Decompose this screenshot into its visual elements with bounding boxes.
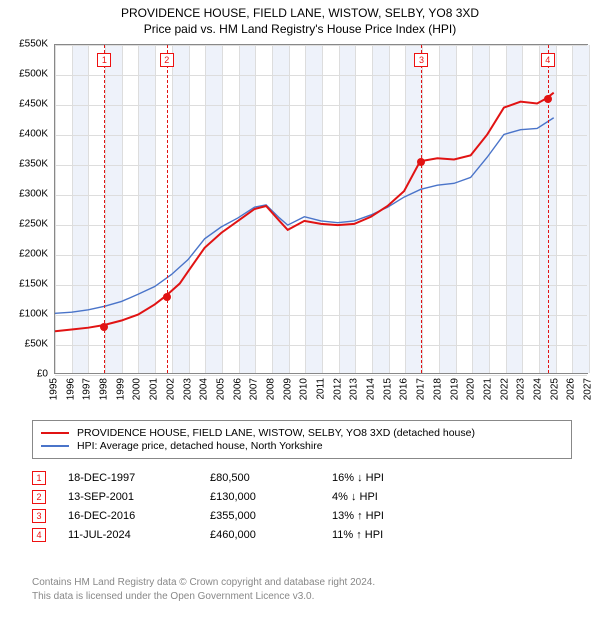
legend-row: HPI: Average price, detached house, Nort… bbox=[41, 440, 563, 452]
x-tick-label: 2003 bbox=[182, 378, 193, 400]
x-tick-label: 2023 bbox=[516, 378, 527, 400]
sales-row: 2 13-SEP-2001 £130,000 4% ↓ HPI bbox=[32, 490, 572, 504]
x-tick-label: 2022 bbox=[499, 378, 510, 400]
sale-dot bbox=[544, 95, 552, 103]
x-tick-label: 2000 bbox=[132, 378, 143, 400]
title-line-1: PROVIDENCE HOUSE, FIELD LANE, WISTOW, SE… bbox=[0, 6, 600, 20]
x-tick-label: 2019 bbox=[449, 378, 460, 400]
sales-row-num: 1 bbox=[32, 471, 46, 485]
legend-label: HPI: Average price, detached house, Nort… bbox=[77, 440, 323, 452]
x-tick-label: 1998 bbox=[99, 378, 110, 400]
sales-row: 4 11-JUL-2024 £460,000 11% ↑ HPI bbox=[32, 528, 572, 542]
x-tick-label: 2021 bbox=[482, 378, 493, 400]
x-tick-label: 2024 bbox=[532, 378, 543, 400]
legend-label: PROVIDENCE HOUSE, FIELD LANE, WISTOW, SE… bbox=[77, 427, 475, 439]
x-tick-label: 2020 bbox=[466, 378, 477, 400]
sale-marker-box: 2 bbox=[160, 53, 174, 67]
sale-marker-box: 4 bbox=[541, 53, 555, 67]
sales-row-pct: 13% ↑ HPI bbox=[332, 510, 452, 522]
sales-row-price: £130,000 bbox=[210, 491, 310, 503]
x-tick-label: 1996 bbox=[65, 378, 76, 400]
y-tick-label: £200K bbox=[19, 249, 48, 260]
sales-row-price: £80,500 bbox=[210, 472, 310, 484]
x-tick-label: 2013 bbox=[349, 378, 360, 400]
legend-row: PROVIDENCE HOUSE, FIELD LANE, WISTOW, SE… bbox=[41, 427, 563, 439]
x-tick-label: 2008 bbox=[265, 378, 276, 400]
x-tick-label: 2017 bbox=[416, 378, 427, 400]
x-tick-label: 2002 bbox=[165, 378, 176, 400]
sales-row-pct: 16% ↓ HPI bbox=[332, 472, 452, 484]
sale-dot bbox=[100, 323, 108, 331]
footer: Contains HM Land Registry data © Crown c… bbox=[32, 576, 375, 603]
y-tick-label: £450K bbox=[19, 99, 48, 110]
x-tick-label: 2009 bbox=[282, 378, 293, 400]
y-tick-label: £100K bbox=[19, 309, 48, 320]
x-tick-label: 2014 bbox=[366, 378, 377, 400]
x-tick-label: 2015 bbox=[382, 378, 393, 400]
y-tick-label: £250K bbox=[19, 219, 48, 230]
x-tick-label: 2010 bbox=[299, 378, 310, 400]
sales-row: 1 18-DEC-1997 £80,500 16% ↓ HPI bbox=[32, 471, 572, 485]
sales-row-num: 4 bbox=[32, 528, 46, 542]
sale-marker-line bbox=[167, 45, 168, 373]
x-tick-label: 1995 bbox=[49, 378, 60, 400]
hpi-line bbox=[55, 118, 554, 314]
y-tick-label: £550K bbox=[19, 39, 48, 50]
plot-area: 1 2 3 4 bbox=[54, 44, 588, 374]
x-tick-label: 2001 bbox=[149, 378, 160, 400]
sale-marker-box: 1 bbox=[97, 53, 111, 67]
title-block: PROVIDENCE HOUSE, FIELD LANE, WISTOW, SE… bbox=[0, 0, 600, 36]
sales-row-price: £355,000 bbox=[210, 510, 310, 522]
y-tick-label: £150K bbox=[19, 279, 48, 290]
x-tick-label: 2018 bbox=[432, 378, 443, 400]
sales-row: 3 16-DEC-2016 £355,000 13% ↑ HPI bbox=[32, 509, 572, 523]
y-tick-label: £400K bbox=[19, 129, 48, 140]
sales-row-price: £460,000 bbox=[210, 529, 310, 541]
x-tick-label: 2011 bbox=[316, 378, 327, 400]
sale-marker-line bbox=[421, 45, 422, 373]
x-tick-label: 2027 bbox=[583, 378, 594, 400]
sale-dot bbox=[163, 293, 171, 301]
x-tick-label: 2025 bbox=[549, 378, 560, 400]
sales-row-date: 18-DEC-1997 bbox=[68, 472, 188, 484]
sales-row-num: 3 bbox=[32, 509, 46, 523]
chart-container: PROVIDENCE HOUSE, FIELD LANE, WISTOW, SE… bbox=[0, 0, 600, 620]
sales-row-num: 2 bbox=[32, 490, 46, 504]
sales-row-pct: 11% ↑ HPI bbox=[332, 529, 452, 541]
x-axis: 1995199619971998199920002001200220032004… bbox=[54, 376, 588, 412]
x-tick-label: 1997 bbox=[82, 378, 93, 400]
sales-table: 1 18-DEC-1997 £80,500 16% ↓ HPI 2 13-SEP-2001… bbox=[32, 466, 572, 547]
y-tick-label: £350K bbox=[19, 159, 48, 170]
x-tick-label: 2004 bbox=[199, 378, 210, 400]
sale-dot bbox=[417, 158, 425, 166]
line-layer bbox=[55, 45, 587, 373]
sale-marker-box: 3 bbox=[414, 53, 428, 67]
sales-row-date: 13-SEP-2001 bbox=[68, 491, 188, 503]
y-tick-label: £300K bbox=[19, 189, 48, 200]
x-tick-label: 2007 bbox=[249, 378, 260, 400]
y-axis: £0£50K£100K£150K£200K£250K£300K£350K£400… bbox=[6, 44, 50, 374]
y-tick-label: £0 bbox=[37, 369, 48, 380]
sales-row-pct: 4% ↓ HPI bbox=[332, 491, 452, 503]
x-tick-label: 1999 bbox=[115, 378, 126, 400]
legend-swatch bbox=[41, 432, 69, 434]
footer-line-1: Contains HM Land Registry data © Crown c… bbox=[32, 576, 375, 590]
x-tick-label: 2026 bbox=[566, 378, 577, 400]
legend: PROVIDENCE HOUSE, FIELD LANE, WISTOW, SE… bbox=[32, 420, 572, 459]
chart-area: £0 £50K £100K £150K £200K £250K £300K £350K £400… bbox=[6, 44, 594, 414]
footer-line-2: This data is licensed under the Open Gov… bbox=[32, 590, 375, 604]
subject-line bbox=[55, 93, 554, 332]
x-tick-label: 2005 bbox=[215, 378, 226, 400]
v-gridline bbox=[589, 45, 590, 373]
x-tick-label: 2016 bbox=[399, 378, 410, 400]
x-tick-label: 2012 bbox=[332, 378, 343, 400]
legend-swatch bbox=[41, 445, 69, 447]
y-tick-label: £500K bbox=[19, 69, 48, 80]
y-tick-label: £50K bbox=[25, 339, 48, 350]
sales-row-date: 11-JUL-2024 bbox=[68, 529, 188, 541]
title-line-2: Price paid vs. HM Land Registry's House … bbox=[0, 22, 600, 36]
sales-row-date: 16-DEC-2016 bbox=[68, 510, 188, 522]
x-tick-label: 2006 bbox=[232, 378, 243, 400]
